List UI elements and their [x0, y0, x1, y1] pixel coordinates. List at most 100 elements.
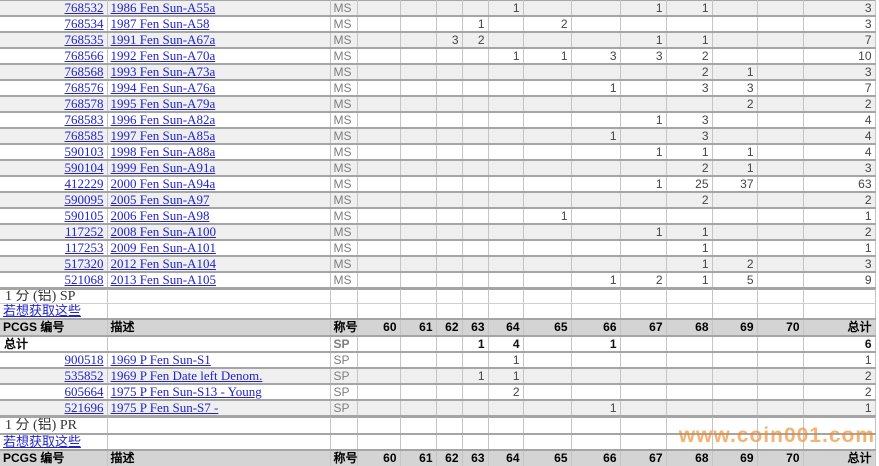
description-link[interactable]: 2006 Fen Sun-A98: [110, 208, 210, 223]
designation-cell: MS: [330, 144, 358, 161]
description-link[interactable]: 1995 Fen Sun-A79a: [110, 96, 216, 111]
total-cell: 2: [803, 192, 876, 209]
description-link[interactable]: 1986 Fen Sun-A55a: [110, 0, 216, 15]
description-link[interactable]: 2013 Fen Sun-A105: [110, 272, 216, 287]
grade-61-cell: [400, 336, 437, 353]
designation-cell: SP: [330, 336, 358, 353]
header-grade-69: 69: [712, 449, 758, 466]
header-designation: 称号: [330, 449, 358, 466]
section-link-row: 若想获取这些: [0, 303, 876, 320]
description-link[interactable]: 1998 Fen Sun-A88a: [110, 144, 216, 159]
pcgs-number-link[interactable]: 117252: [64, 224, 104, 239]
grade-61-cell: [400, 240, 437, 257]
pcgs-number-link[interactable]: 590105: [64, 208, 104, 223]
grade-60-cell: [357, 272, 401, 289]
total-cell: 1: [803, 352, 876, 369]
table-row: 590105 2006 Fen Sun-A98 MS 1 1: [0, 208, 876, 225]
grade-67-cell: [620, 240, 667, 257]
grade-62-cell: [436, 224, 463, 241]
description-link[interactable]: 2009 Fen Sun-A101: [110, 240, 216, 255]
grade-66-cell: 1: [571, 400, 621, 417]
description-link[interactable]: 1969 P Fen Date left Denom.: [110, 368, 263, 383]
grade-65-cell: [523, 352, 572, 369]
more-info-link[interactable]: 若想获取这些: [3, 303, 82, 318]
grade-68-cell: 1: [666, 32, 713, 49]
description-link[interactable]: 1975 P Fen Sun-S7 -: [110, 400, 219, 415]
description-link[interactable]: 1996 Fen Sun-A82a: [110, 112, 216, 127]
designation-cell: MS: [330, 0, 358, 17]
grade-63-cell: [462, 400, 489, 417]
pcgs-number-link[interactable]: 412229: [64, 176, 104, 191]
description-link[interactable]: 1999 Fen Sun-A91a: [110, 160, 216, 175]
grade-68-cell: [666, 336, 713, 353]
total-cell: 3: [803, 64, 876, 81]
description-link[interactable]: 1991 Fen Sun-A67a: [110, 32, 216, 47]
pcgs-number-link[interactable]: 768585: [64, 128, 104, 143]
pcgs-number-link[interactable]: 768532: [64, 0, 104, 15]
table-row: 521696 1975 P Fen Sun-S7 - SP 1 1: [0, 400, 876, 417]
grade-66-cell: [571, 96, 621, 113]
grade-68-cell: [666, 96, 713, 113]
grade-60-cell: [357, 208, 401, 225]
description-link[interactable]: 1992 Fen Sun-A70a: [110, 48, 216, 63]
grade-63-cell: 1: [462, 336, 489, 353]
pcgs-number-link[interactable]: 768566: [64, 48, 104, 63]
grade-61-cell: [400, 352, 437, 369]
pcgs-number-link[interactable]: 900518: [64, 352, 104, 367]
table-row: 768576 1994 Fen Sun-A76a MS 1 3 3 7: [0, 80, 876, 97]
pcgs-number-link[interactable]: 605664: [64, 384, 104, 399]
pcgs-number-link[interactable]: 590104: [64, 160, 104, 175]
grade-61-cell: [400, 144, 437, 161]
header-grade-63: 63: [462, 318, 489, 337]
pcgs-number-link[interactable]: 768576: [64, 80, 104, 95]
description-link[interactable]: 1997 Fen Sun-A85a: [110, 128, 216, 143]
table-row: 605664 1975 P Fen Sun-S13 - Young SP 2 2: [0, 384, 876, 401]
pcgs-number-link[interactable]: 768578: [64, 96, 104, 111]
pcgs-number-link[interactable]: 768568: [64, 64, 104, 79]
grade-62-cell: [436, 64, 463, 81]
grade-67-cell: [620, 352, 667, 369]
grade-61-cell: [400, 368, 437, 385]
grade-68-cell: 2: [666, 160, 713, 177]
header-grade-62: 62: [436, 318, 463, 337]
header-grade-61: 61: [400, 449, 437, 466]
grade-69-cell: [712, 368, 758, 385]
description-link[interactable]: 2012 Fen Sun-A104: [110, 256, 216, 271]
pcgs-number-link[interactable]: 768535: [64, 32, 104, 47]
pcgs-number-link[interactable]: 590095: [64, 192, 104, 207]
description-link[interactable]: 1993 Fen Sun-A73a: [110, 64, 216, 79]
pcgs-number-link[interactable]: 768534: [64, 16, 104, 31]
pcgs-number-link[interactable]: 535852: [64, 368, 104, 383]
grade-65-cell: [523, 144, 572, 161]
description-link[interactable]: 2005 Fen Sun-A97: [110, 192, 210, 207]
designation-cell: SP: [330, 384, 358, 401]
more-info-link[interactable]: 若想获取这些: [3, 434, 82, 449]
pcgs-number-link[interactable]: 590103: [64, 144, 104, 159]
grade-69-cell: 1: [712, 144, 758, 161]
ms-population-table: 768532 1986 Fen Sun-A55a MS 1 1 1 3 768534 1987 …: [0, 0, 876, 289]
grade-66-cell: [571, 240, 621, 257]
description-link[interactable]: 1994 Fen Sun-A76a: [110, 80, 216, 95]
grade-62-cell: [436, 16, 463, 33]
grade-60-cell: [357, 48, 401, 65]
grade-69-cell: 1: [712, 64, 758, 81]
grade-66-cell: [571, 384, 621, 401]
designation-cell: MS: [330, 160, 358, 177]
pcgs-number-link[interactable]: 768583: [64, 112, 104, 127]
table-row: 768578 1995 Fen Sun-A79a MS 2 2: [0, 96, 876, 113]
pcgs-number-link[interactable]: 521068: [64, 272, 104, 287]
description-link[interactable]: 1987 Fen Sun-A58: [110, 16, 210, 31]
header-grade-66: 66: [571, 318, 621, 337]
pcgs-number-link[interactable]: 521696: [64, 400, 104, 415]
description-link[interactable]: 2008 Fen Sun-A100: [110, 224, 216, 239]
description-link[interactable]: 1969 P Fen Sun-S1: [110, 352, 211, 367]
grade-62-cell: [436, 128, 463, 145]
column-header-row: PCGS 编号 描述 称号 60 61 62 63 64 65 66 67 68 69 70 总计: [0, 318, 876, 337]
pcgs-number-link[interactable]: 117253: [64, 240, 104, 255]
designation-cell: MS: [330, 80, 358, 97]
description-link[interactable]: 2000 Fen Sun-A94a: [110, 176, 216, 191]
grade-62-cell: [436, 96, 463, 113]
pcgs-number-link[interactable]: 517320: [64, 256, 104, 271]
grade-64-cell: [488, 240, 524, 257]
description-link[interactable]: 1975 P Fen Sun-S13 - Young: [110, 384, 262, 399]
